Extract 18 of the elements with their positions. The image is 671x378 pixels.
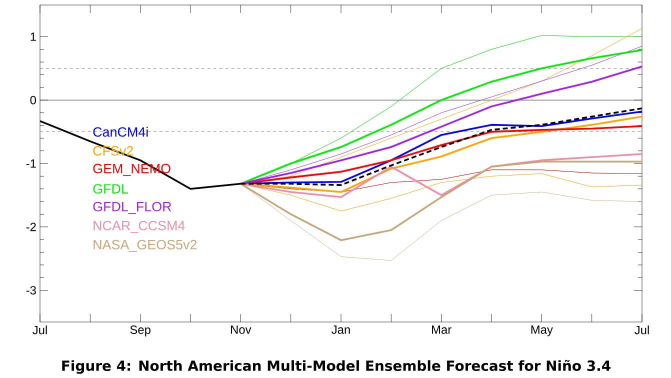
- text: NASA_GEOS5v2: [94, 240, 197, 252]
- text: CanCM4i: [93, 126, 148, 137]
- text: Figure 4: North American Multi-Model Ensemble Forecast for Niño 3.4: [62, 360, 610, 374]
- x-tick-label: Mar: [432, 326, 452, 334]
- x-tick-label: Jul: [634, 326, 649, 334]
- text: NCAR_CCSM4: [94, 220, 185, 233]
- x-tick-label: Sep: [130, 326, 150, 336]
- x-tick-label: Jan: [332, 326, 350, 334]
- x-tick-label: May: [531, 326, 553, 336]
- x-tick-label: Nov: [231, 326, 252, 334]
- y-tick-label: -1: [26, 159, 36, 168]
- y-tick-label: -2: [26, 222, 36, 232]
- y-tick-label: -3: [26, 286, 36, 295]
- text: GFDL_FLOR: [93, 202, 172, 214]
- y-tick-label: 1: [30, 32, 36, 41]
- y-tick-label: 0: [30, 96, 36, 104]
- text: GFDL: [93, 184, 128, 194]
- x-tick-label: Jul: [32, 326, 47, 334]
